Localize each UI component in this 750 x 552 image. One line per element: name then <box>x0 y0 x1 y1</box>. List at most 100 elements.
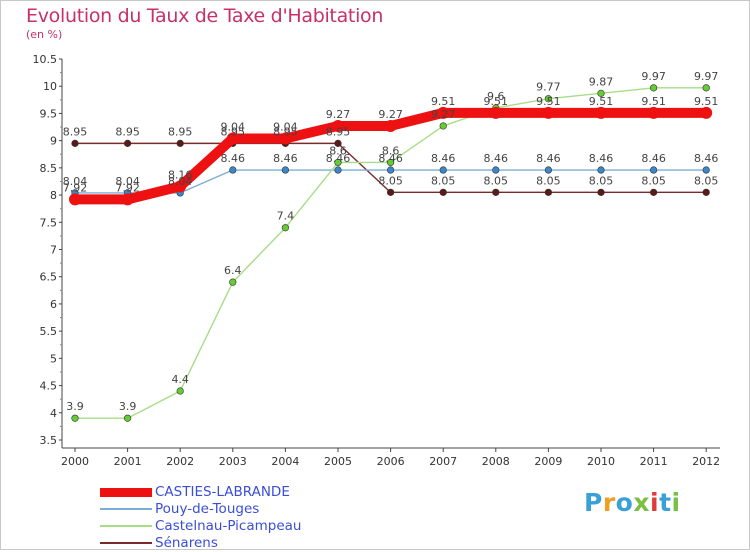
data-point <box>492 166 500 174</box>
data-point <box>439 122 447 130</box>
data-point <box>702 188 710 196</box>
data-label: 9.97 <box>694 70 719 83</box>
data-label: 8.46 <box>484 152 509 165</box>
y-tick-label: 8.5 <box>40 162 58 175</box>
data-point <box>332 119 344 132</box>
data-point <box>544 188 553 196</box>
data-label: 8.46 <box>641 152 666 165</box>
y-tick-label: 5.5 <box>40 325 58 338</box>
data-label: 8.46 <box>273 152 298 165</box>
data-label: 8.6 <box>329 144 347 157</box>
data-point <box>649 166 658 174</box>
data-point <box>387 188 395 196</box>
data-label: 9.51 <box>641 95 666 108</box>
data-label: 7.92 <box>63 181 88 194</box>
logo-letter: i <box>650 488 660 517</box>
data-label: 8.05 <box>431 174 456 187</box>
data-label: 8.95 <box>326 125 351 138</box>
data-label: 8.6 <box>382 144 400 157</box>
data-point <box>71 414 79 422</box>
data-label: 9.27 <box>431 108 456 121</box>
data-point <box>649 188 658 196</box>
data-label: 8.95 <box>115 125 140 138</box>
data-label: 8.05 <box>536 174 561 187</box>
data-point <box>71 139 79 147</box>
data-point <box>123 414 132 422</box>
y-tick-label: 7.5 <box>40 216 58 229</box>
legend-label: CASTIES-LABRANDE <box>155 484 290 500</box>
data-point <box>384 119 397 132</box>
legend-swatch <box>100 542 152 544</box>
data-point <box>387 158 395 167</box>
y-tick-label: 9.5 <box>40 107 58 120</box>
data-point <box>647 106 660 119</box>
x-tick-label: 2008 <box>482 455 510 468</box>
data-point <box>597 89 605 97</box>
data-point <box>649 84 658 92</box>
data-point <box>437 106 450 119</box>
data-label: 8.05 <box>484 174 509 187</box>
x-tick-label: 2012 <box>692 455 720 468</box>
logo-letter: P <box>584 488 603 517</box>
logo-letter: t <box>659 488 672 517</box>
logo-letter: o <box>615 488 634 517</box>
x-tick-label: 2007 <box>429 455 457 468</box>
x-tick-label: 2000 <box>61 455 89 468</box>
data-label: 9.87 <box>589 75 614 88</box>
x-tick-label: 2006 <box>377 455 405 468</box>
data-point <box>121 193 134 206</box>
data-point <box>334 158 342 167</box>
x-tick-label: 2010 <box>587 455 615 468</box>
logo-letter: r <box>602 488 616 517</box>
data-label: 8.05 <box>694 174 719 187</box>
data-label: 8.95 <box>273 125 298 138</box>
data-label: 9.51 <box>694 95 719 108</box>
data-point <box>489 106 502 119</box>
data-point <box>174 180 187 193</box>
data-label: 8.46 <box>536 152 561 165</box>
data-point <box>226 132 239 145</box>
data-label: 9.04 <box>273 120 298 133</box>
data-label: 8.05 <box>589 174 614 187</box>
data-label: 9.27 <box>378 108 403 121</box>
legend-label: Pouy-de-Touges <box>155 501 260 517</box>
data-point <box>229 278 237 286</box>
logo-letter: i <box>671 488 681 517</box>
data-label: 8.05 <box>641 174 666 187</box>
x-tick-label: 2004 <box>271 455 299 468</box>
data-point <box>597 188 605 196</box>
y-tick-label: 7 <box>50 244 57 257</box>
legend-label: Castelnau-Picampeau <box>155 518 302 534</box>
data-label: 7.92 <box>115 181 140 194</box>
data-label: 9.27 <box>326 108 351 121</box>
y-tick-label: 10.5 <box>33 53 58 66</box>
x-tick-label: 2009 <box>534 455 562 468</box>
data-point <box>702 166 710 174</box>
data-label: 6.4 <box>224 264 242 277</box>
data-label: 8.46 <box>589 152 614 165</box>
logo-letter: x <box>633 488 650 517</box>
data-point <box>700 106 713 119</box>
data-label: 8.46 <box>378 152 403 165</box>
data-point <box>176 139 184 147</box>
y-tick-label: 10 <box>43 80 57 93</box>
data-point <box>334 139 342 147</box>
data-label: 8.46 <box>221 152 246 165</box>
data-label: 8.46 <box>694 152 719 165</box>
data-point <box>279 132 292 145</box>
data-point <box>439 188 447 196</box>
data-point <box>281 166 290 174</box>
data-label: 8.95 <box>168 125 193 138</box>
data-label: 9.04 <box>221 120 246 133</box>
data-point <box>544 95 553 103</box>
x-tick-label: 2001 <box>114 455 142 468</box>
x-tick-label: 2003 <box>219 455 247 468</box>
data-label: 9.51 <box>589 95 614 108</box>
legend-swatch <box>100 525 152 527</box>
y-tick-label: 9 <box>50 135 57 148</box>
data-point <box>439 166 447 174</box>
data-label: 8.04 <box>115 175 140 188</box>
proxiti-logo: Proxiti <box>584 488 681 517</box>
legend-swatch <box>100 508 152 510</box>
